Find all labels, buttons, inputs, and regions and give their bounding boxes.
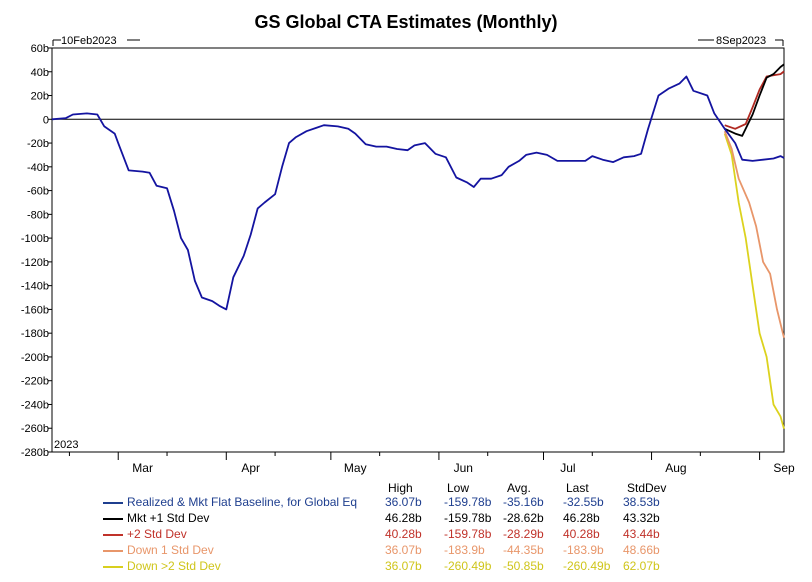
y-tick-label: -80b [27,209,49,221]
x-tick-label: Aug [665,461,686,475]
year-label: 2023 [54,439,78,451]
plot-frame [51,47,785,453]
x-axis: Mar Apr May Jun Jul Aug Sep [68,452,795,475]
y-tick-label: -220b [21,376,49,388]
y-axis: 60b 40b 20b 0 -20b -40b -60b -80b -100b -120b -140… [21,43,52,459]
y-tick-label: 20b [31,91,49,103]
y-tick-label: -280b [21,447,49,459]
y-tick-label: -140b [21,281,49,293]
chart-title: GS Global CTA Estimates (Monthly) [254,12,558,32]
y-tick-label: -40b [27,162,49,174]
series-line-3 [723,130,785,339]
date-end-marker: 8Sep2023 [698,35,784,47]
y-tick-label: 60b [31,43,49,55]
series-line-2 [724,70,785,130]
y-tick-label: -20b [27,138,49,150]
y-tick-label: -200b [21,352,49,364]
x-tick-label: Mar [132,461,153,475]
y-tick-label: -60b [27,186,49,198]
series-group [51,63,785,430]
x-tick-label: May [344,461,367,475]
y-tick-label: -120b [21,257,49,269]
date-end-label: 8Sep2023 [716,35,766,47]
y-tick-label: 0 [43,114,49,126]
x-tick-label: Sep [773,461,795,475]
date-start-label: 10Feb2023 [61,35,117,47]
series-line-0 [51,75,785,311]
series-line-1 [724,63,785,137]
y-tick-label: -160b [21,304,49,316]
y-tick-label: -180b [21,328,49,340]
x-tick-label: Jul [560,461,575,475]
y-tick-label: -240b [21,399,49,411]
series-line-4 [723,133,785,430]
x-tick-label: Jun [454,461,473,475]
y-tick-label: -100b [21,233,49,245]
x-tick-label: Apr [241,461,260,475]
date-start-marker: 10Feb2023 [52,35,140,47]
y-tick-label: 40b [31,67,49,79]
y-tick-label: -260b [21,423,49,435]
